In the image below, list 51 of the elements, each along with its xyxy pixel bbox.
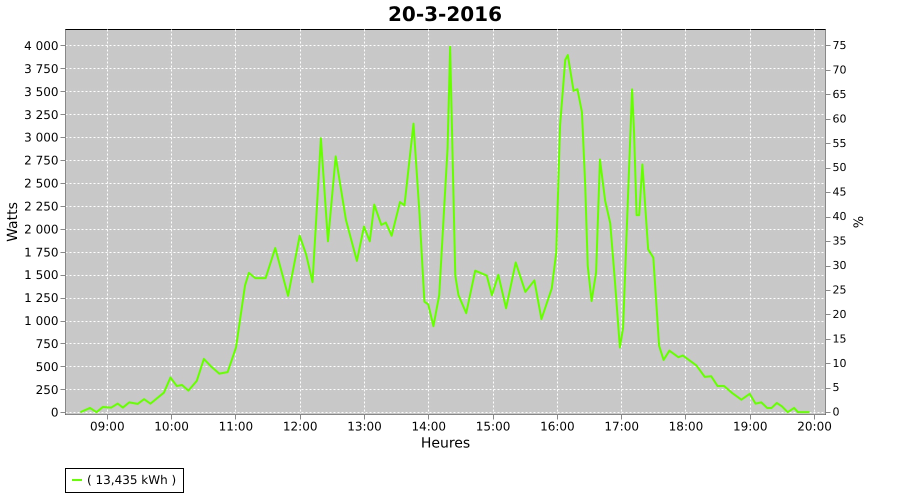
y-tick-label: 2 250	[24, 199, 58, 214]
y-tick-label: 4 000	[24, 39, 58, 53]
y-axis-title: Watts	[5, 202, 22, 242]
y-tick-label: 2 500	[24, 176, 58, 190]
x-tick-label: 11:00	[218, 420, 254, 434]
x-tick-label: 13:00	[347, 420, 382, 434]
x-tick-label: 18:00	[668, 420, 704, 434]
x-tick-label: 15:00	[476, 420, 510, 434]
x-tick-label: 19:00	[732, 420, 768, 434]
y2-tick-label: 70	[832, 63, 846, 76]
y-tick-label: 1 000	[24, 314, 58, 328]
x-tick-label: 20:00	[797, 420, 832, 434]
y2-tick-label: 65	[832, 88, 846, 101]
x-tick-label: 14:00	[411, 420, 446, 434]
y-tick-label: 3 750	[24, 62, 58, 76]
x-tick-label: 12:00	[282, 420, 318, 434]
y-tick-label: 3 500	[24, 84, 58, 99]
y-tick-label: 2 000	[24, 222, 58, 236]
x-tick-label: 10:00	[154, 420, 189, 434]
y2-tick-label: 20	[832, 308, 846, 321]
y2-tick-label: 40	[832, 210, 846, 224]
y2-tick-label: 10	[832, 356, 846, 370]
y2-tick-label: 25	[832, 283, 846, 296]
y-tick-label: 1 500	[24, 268, 58, 282]
chart-title: 20-3-2016	[388, 2, 502, 26]
y2-axis-title: %	[849, 216, 864, 228]
y-tick-label: 1 250	[24, 291, 58, 306]
y2-tick-label: 0	[832, 406, 840, 419]
y2-tick-label: 35	[832, 234, 846, 248]
y-tick-label: 1 750	[24, 245, 58, 260]
legend-label: ( 13,435 kWh )	[87, 473, 176, 487]
line-series	[79, 46, 811, 414]
y-tick-label: 3 250	[24, 108, 58, 122]
x-tick-label: 09:00	[90, 420, 125, 434]
y2-tick-label: 15	[832, 332, 846, 346]
y-tick-label: 2 750	[24, 154, 58, 168]
x-axis-title: Heures	[420, 436, 470, 452]
y-tick-label: 750	[36, 336, 58, 351]
y2-tick-label: 5	[832, 381, 840, 394]
y-tick-label: 0	[50, 406, 58, 420]
y2-tick-label: 55	[832, 136, 846, 150]
y2-tick-label: 50	[832, 161, 846, 174]
y-tick-label: 500	[36, 360, 58, 374]
y2-tick-label: 60	[832, 112, 846, 126]
y2-tick-label: 75	[832, 39, 846, 52]
y2-tick-label: 45	[832, 186, 846, 199]
x-tick-label: 17:00	[604, 420, 639, 434]
y-tick-label: 250	[36, 382, 58, 397]
y2-tick-label: 30	[832, 259, 846, 272]
x-tick-label: 16:00	[540, 420, 575, 434]
y-tick-label: 3 000	[24, 130, 58, 145]
